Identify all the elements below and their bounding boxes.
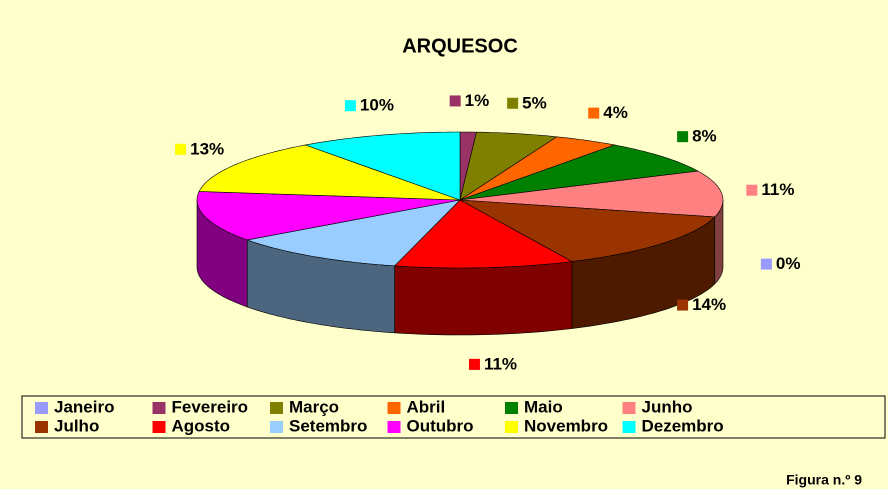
legend-label: Outubro bbox=[407, 416, 474, 435]
legend-label: Agosto bbox=[172, 416, 231, 435]
data-label: 11% bbox=[761, 180, 794, 199]
legend-swatch bbox=[505, 421, 518, 433]
data-label: 13% bbox=[190, 139, 224, 158]
data-label-marker bbox=[449, 95, 461, 107]
legend-swatch bbox=[35, 402, 48, 414]
data-label: 14% bbox=[692, 295, 726, 314]
legend-swatch bbox=[270, 402, 283, 414]
pie-slice bbox=[459, 144, 699, 201]
legend-label: Junho bbox=[642, 397, 693, 416]
pie-slice bbox=[459, 170, 724, 218]
data-label: 10% bbox=[360, 96, 394, 115]
data-label-marker bbox=[468, 358, 480, 370]
pie-slice bbox=[393, 199, 573, 269]
legend-swatch bbox=[270, 421, 283, 433]
data-label-marker bbox=[760, 258, 772, 270]
legend-label: Dezembro bbox=[642, 416, 724, 435]
data-label-marker bbox=[677, 131, 689, 143]
data-label-marker bbox=[175, 143, 187, 155]
legend-swatch bbox=[35, 421, 48, 433]
data-label-marker bbox=[746, 184, 758, 196]
data-label: 5% bbox=[522, 93, 547, 112]
data-label: 4% bbox=[603, 103, 628, 122]
legend-swatch bbox=[387, 402, 401, 414]
legend-label: Setembro bbox=[289, 416, 367, 435]
pie-slice bbox=[304, 131, 461, 201]
data-label-marker bbox=[507, 97, 519, 109]
legend-swatch bbox=[152, 421, 166, 433]
data-label: 0% bbox=[776, 254, 801, 273]
data-label: 1% bbox=[465, 91, 490, 110]
data-label-marker bbox=[588, 107, 600, 119]
data-label-marker bbox=[344, 100, 356, 112]
data-label-marker bbox=[677, 299, 689, 311]
legend-label: Julho bbox=[54, 416, 99, 435]
legend-swatch bbox=[387, 421, 401, 433]
pie-slice bbox=[196, 191, 461, 241]
pie-side bbox=[393, 261, 573, 336]
figure-caption: Figura n.º 9 bbox=[786, 472, 862, 488]
pie-slice bbox=[246, 199, 461, 267]
chart-title: ARQUESOC bbox=[402, 35, 518, 57]
legend-label: Março bbox=[289, 397, 339, 416]
legend-label: Novembro bbox=[524, 416, 608, 435]
legend-swatch bbox=[622, 421, 636, 433]
legend-swatch bbox=[152, 402, 166, 414]
pie-slice bbox=[459, 131, 558, 201]
pie-slice bbox=[459, 199, 716, 262]
pie-tops bbox=[196, 131, 724, 269]
legend-label: Fevereiro bbox=[172, 397, 249, 416]
data-label: 8% bbox=[692, 127, 717, 146]
legend-box bbox=[21, 395, 886, 439]
legend-label: Maio bbox=[524, 397, 563, 416]
pie-slice bbox=[459, 136, 616, 201]
legend-swatch bbox=[622, 402, 636, 414]
legend-label: Abril bbox=[407, 397, 446, 416]
legend-swatch bbox=[505, 402, 518, 414]
pie-slice bbox=[198, 144, 461, 201]
data-label: 11% bbox=[484, 354, 517, 373]
legend-label: Janeiro bbox=[54, 397, 114, 416]
